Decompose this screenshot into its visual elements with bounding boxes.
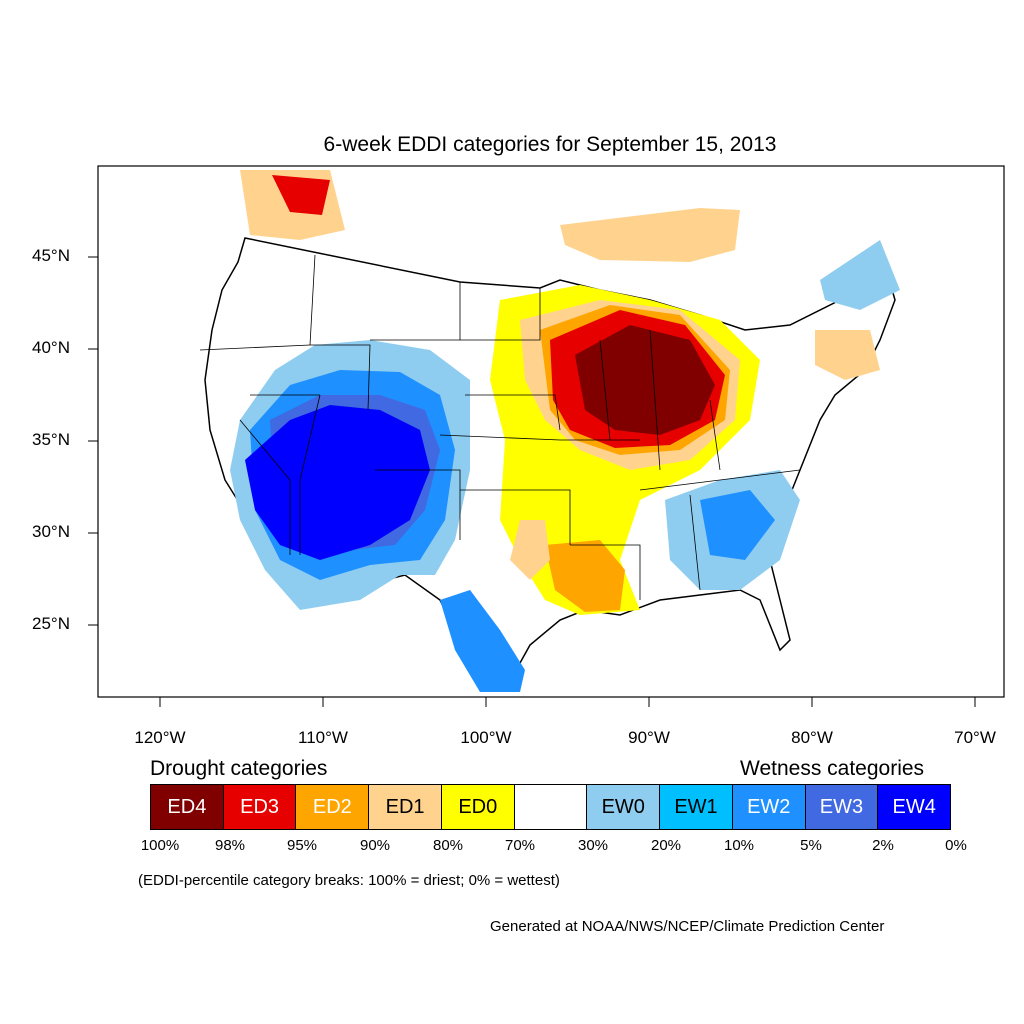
map-title: 6-week EDDI categories for September 15,… [323, 133, 777, 156]
lat-label-30: 30°N [32, 522, 70, 541]
break-label-95: 95% [286, 837, 318, 854]
northwest-ed3-region [272, 175, 330, 215]
legend-cell-ed0: ED0 [441, 785, 515, 829]
southwest-ew4-region [245, 405, 430, 560]
south-ed2-region [545, 540, 625, 612]
northeast-wet-region [820, 240, 900, 310]
lon-label-90: 90°W [628, 728, 670, 747]
map-frame [97, 165, 1005, 698]
eddi-map [88, 165, 1005, 707]
axis-ticks [88, 256, 976, 707]
legend-cell-ed3: ED3 [223, 785, 297, 829]
legend-cell-ed1: ED1 [369, 785, 442, 829]
texas-wet-region [440, 590, 525, 692]
break-label-80: 80% [432, 837, 464, 854]
state-borders [199, 254, 801, 600]
legend-cell-ew3: EW3 [805, 785, 879, 829]
lat-label-35: 35°N [32, 430, 70, 449]
break-label-100: 100% [140, 837, 180, 854]
southeast-ew2-region [700, 490, 775, 560]
midwest-ed4-region [575, 325, 715, 435]
lat-label-40: 40°N [32, 338, 70, 357]
legend-cell-ed4: ED4 [151, 785, 224, 829]
breaks-note: (EDDI-percentile category breaks: 100% =… [138, 872, 560, 889]
break-label-2: 2% [872, 837, 894, 854]
legend-cell-ew2: EW2 [732, 785, 806, 829]
drought-heading: Drought categories [150, 757, 328, 780]
lon-label-80: 80°W [791, 728, 833, 747]
lon-label-100: 100°W [460, 728, 512, 747]
break-label-10: 10% [723, 837, 755, 854]
lon-label-70: 70°W [954, 728, 996, 747]
northeast-ed1-region [815, 330, 880, 380]
legend-colorbar: ED4 ED3 ED2 ED1 ED0 EW0 EW1 EW2 EW3 EW4 [150, 784, 951, 830]
break-label-20: 20% [650, 837, 682, 854]
wetness-heading: Wetness categories [740, 757, 925, 780]
legend-cell-ed2: ED2 [296, 785, 370, 829]
legend-cell-ew4: EW4 [878, 785, 951, 829]
lon-label-110: 110°W [298, 728, 348, 747]
lat-label-25: 25°N [32, 614, 70, 633]
legend-cell-ew1: EW1 [660, 785, 733, 829]
lat-label-45: 45°N [32, 246, 70, 265]
break-label-30: 30% [577, 837, 609, 854]
lon-label-120: 120°W [134, 728, 186, 747]
south-ed1-region [510, 520, 550, 580]
legend-cell-ew0: EW0 [587, 785, 661, 829]
break-label-0: 0% [945, 837, 967, 854]
credit-line: Generated at NOAA/NWS/NCEP/Climate Predi… [490, 918, 885, 935]
break-label-5: 5% [800, 837, 822, 854]
canada-ed1-region [560, 208, 740, 262]
legend-cell-neutral [514, 785, 588, 829]
break-label-98: 98% [214, 837, 246, 854]
break-label-90: 90% [359, 837, 391, 854]
break-label-70: 70% [504, 837, 536, 854]
